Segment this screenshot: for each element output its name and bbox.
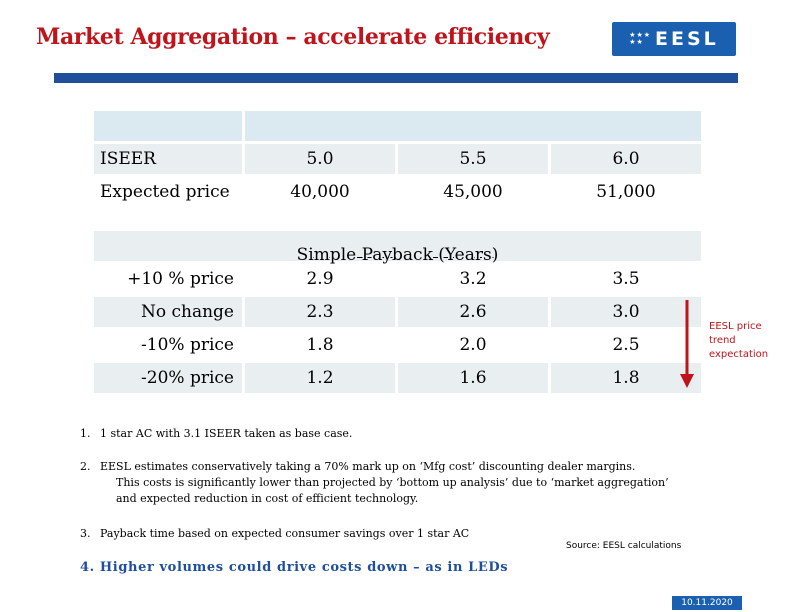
header-rule xyxy=(54,73,738,83)
trend-note: EESL price trend expectation xyxy=(709,321,769,360)
note-4: 4. Higher volumes could drive costs down… xyxy=(80,560,509,575)
table-cell: 1.8 xyxy=(306,335,334,355)
note-3: 3. Payback time based on expected consume… xyxy=(80,527,470,540)
efficiency-table: ISEER 5.0 5.5 6.0 Expected price 40,000 … xyxy=(91,108,704,396)
table-cell: 2.3 xyxy=(245,297,395,327)
table-header-row xyxy=(94,111,701,141)
table-cell: 5.5 xyxy=(398,144,548,174)
header-cell xyxy=(94,111,242,141)
table-cell: 1.6 xyxy=(398,363,548,393)
table-cell: 2.5 xyxy=(612,335,640,355)
row-label: ISEER xyxy=(94,144,242,174)
source-note: Source: EESL calculations xyxy=(566,541,682,551)
down-arrow-icon xyxy=(680,300,694,388)
row-label: -20% price xyxy=(94,363,242,393)
table-cell: 1.8 xyxy=(551,363,701,393)
payback-title: Simple Payback (Years) xyxy=(94,231,701,265)
table-cell: 51,000 xyxy=(596,182,656,202)
row-label: -10% price xyxy=(141,335,234,355)
table-cell: 2.9 xyxy=(306,269,334,289)
table-cell: 6.0 xyxy=(551,144,701,174)
table-cell: 3.5 xyxy=(612,269,640,289)
table-cell: 1.2 xyxy=(245,363,395,393)
row-label: Expected price xyxy=(100,182,230,202)
table-cell: 3.2 xyxy=(459,269,487,289)
table-cell: 40,000 xyxy=(290,182,350,202)
note-2: 2. EESL estimates conservatively taking a… xyxy=(80,459,680,507)
table-row: No change 2.3 2.6 3.0 xyxy=(94,297,701,327)
row-label: +10 % price xyxy=(127,269,234,289)
logo-text: EESL xyxy=(655,28,719,50)
date-badge: 10.11.2020 xyxy=(672,596,742,610)
table-row: ISEER 5.0 5.5 6.0 xyxy=(94,144,701,174)
table-row: +10 % price 2.9 3.2 3.5 xyxy=(94,264,701,294)
table-cell: 3.0 xyxy=(551,297,701,327)
table-cell: 2.0 xyxy=(459,335,487,355)
spacer-row xyxy=(94,210,701,228)
note-1: 1. 1 star AC with 3.1 ISEER taken as base… xyxy=(80,427,353,440)
table-row: Expected price 40,000 45,000 51,000 xyxy=(94,177,701,207)
row-label: No change xyxy=(94,297,242,327)
eesl-logo: ★★★ ★★ EESL xyxy=(612,22,736,56)
table-cell: 2.6 xyxy=(398,297,548,327)
table-row: -20% price 1.2 1.6 1.8 xyxy=(94,363,701,393)
stars-icon: ★★★ ★★ xyxy=(629,31,652,46)
page-title: Market Aggregation – accelerate efficien… xyxy=(36,24,550,50)
header-cell xyxy=(245,111,701,141)
table-row: -10% price 1.8 2.0 2.5 xyxy=(94,330,701,360)
table-cell: 45,000 xyxy=(443,182,503,202)
note-2-continued: This costs is significantly lower than p… xyxy=(116,476,669,505)
payback-title-row: Simple Payback (Years) xyxy=(94,231,701,265)
table-cell: 5.0 xyxy=(245,144,395,174)
